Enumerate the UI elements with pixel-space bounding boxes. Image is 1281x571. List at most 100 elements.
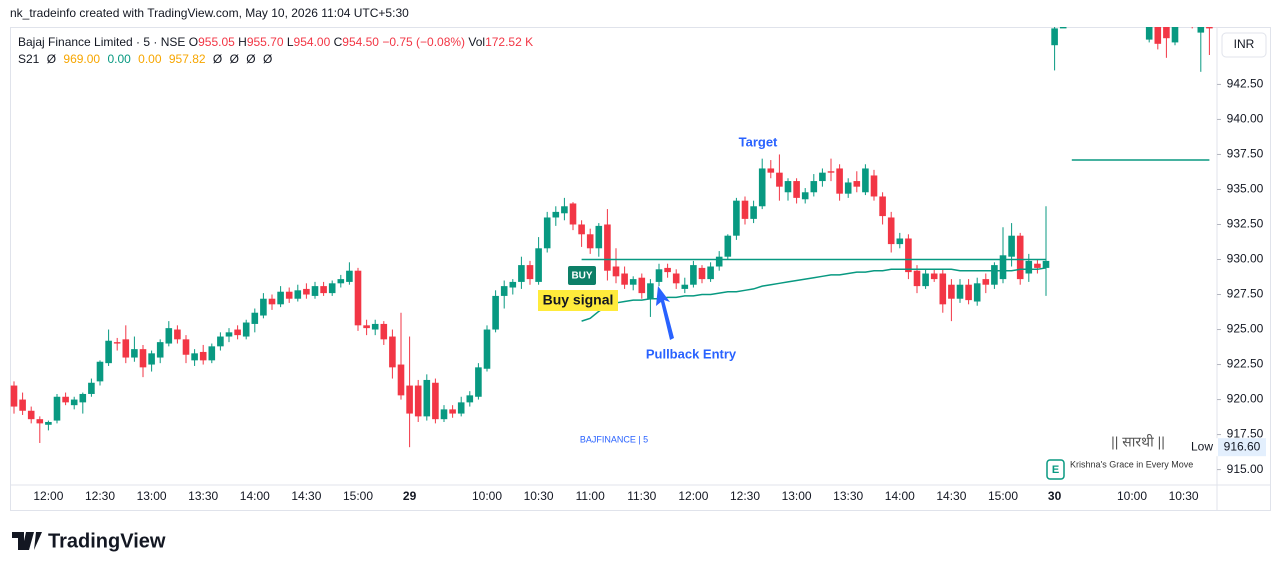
candle-body — [251, 312, 259, 324]
candle-body — [1154, 27, 1162, 44]
candle-body — [999, 255, 1007, 280]
candle-body — [1034, 263, 1041, 268]
y-tick-label: 930.00 — [1227, 252, 1264, 266]
candle-body — [1171, 27, 1179, 43]
y-tick-label: 937.50 — [1227, 147, 1264, 161]
x-tick-label: 13:30 — [188, 489, 218, 503]
pullback-arrow — [656, 286, 674, 340]
indicator-item: Ø — [212, 52, 223, 66]
watermark: BAJFINANCE | 5 — [580, 434, 648, 444]
candle-body — [819, 172, 826, 182]
candle-body — [191, 353, 198, 361]
candle-body — [1163, 27, 1170, 39]
ohlc-label: H — [238, 35, 247, 49]
candle-body — [930, 273, 938, 280]
candle-body — [741, 200, 749, 219]
candle-body — [328, 283, 336, 294]
candle-body — [414, 385, 422, 417]
candle-body — [672, 273, 680, 284]
candle-body — [277, 291, 284, 305]
buy-signal: Buy signal — [543, 292, 614, 308]
candle-body — [853, 181, 861, 187]
candle-body — [509, 281, 517, 288]
candle-body — [217, 336, 224, 347]
candle-body — [475, 367, 482, 397]
symbol: Bajaj Finance Limited · 5 · NSE — [18, 35, 186, 49]
candle-body — [664, 267, 671, 273]
candle-body — [1051, 28, 1058, 46]
candle-body — [199, 351, 207, 361]
candle-body — [612, 266, 620, 277]
x-tick-label: 13:30 — [833, 489, 863, 503]
tv-logo-mark — [12, 532, 42, 550]
candle-body — [1180, 13, 1187, 21]
candle-body — [1016, 235, 1024, 280]
candle-body — [311, 286, 319, 296]
candle-body — [423, 379, 431, 417]
candle-body — [535, 248, 542, 282]
candle-body — [88, 382, 95, 394]
candle-body — [1077, 0, 1084, 7]
candle-body — [225, 332, 233, 337]
volume-value: 172.52 K — [485, 35, 534, 49]
change: −0.75 (−0.08%) — [382, 35, 466, 49]
ohlc-value: 955.05 — [198, 35, 235, 49]
candle-body — [543, 217, 551, 249]
candle-body — [724, 235, 732, 257]
candle-body — [234, 329, 241, 336]
ohlc-label: O — [188, 35, 199, 49]
candle-body — [397, 364, 405, 396]
low-marker-text: Low — [1191, 439, 1213, 453]
indicator-item: 0.00 — [138, 52, 162, 66]
x-tick-label: 12:00 — [33, 489, 63, 503]
candle-body — [518, 265, 525, 282]
y-tick-label: 932.50 — [1227, 217, 1264, 231]
candle-body — [440, 409, 448, 420]
indicator-row: S21 Ø 969.00 0.00 0.00 957.82 Ø Ø Ø Ø — [18, 52, 272, 66]
candle-body — [655, 269, 663, 282]
candle-body — [1103, 0, 1110, 2]
x-tick-label: 15:00 — [988, 489, 1018, 503]
target-label: Target — [739, 134, 778, 149]
candle-body — [1069, 7, 1076, 14]
candle-body — [182, 339, 190, 355]
candle-body — [354, 270, 362, 326]
candle-body — [96, 361, 104, 382]
candle-body — [896, 238, 904, 245]
indicator-item: Ø — [46, 52, 57, 66]
y-tick-label: 922.50 — [1227, 357, 1264, 371]
x-tick-label: 29 — [403, 489, 417, 503]
candle-body — [449, 409, 456, 414]
candle-body — [1025, 260, 1033, 274]
candle-body — [1206, 27, 1213, 29]
y-tick-label: 942.50 — [1227, 77, 1264, 91]
candle-body — [500, 286, 508, 296]
candle-body — [1129, 10, 1136, 16]
x-tick-label: 12:00 — [678, 489, 708, 503]
candle-body — [62, 396, 69, 403]
motto-icon: E — [1052, 464, 1059, 476]
candle-body — [148, 353, 155, 365]
x-tick-label: 10:00 — [472, 489, 502, 503]
buy-label: BUY — [571, 271, 592, 282]
candle-body — [586, 234, 594, 249]
candle-body — [242, 322, 250, 337]
buy-box — [568, 266, 596, 285]
candle-body — [1059, 27, 1067, 29]
candle-body — [1112, 0, 1119, 5]
x-tick-label: 13:00 — [782, 489, 812, 503]
candle-body — [827, 171, 835, 173]
candle-body — [526, 265, 534, 280]
candle-body — [337, 279, 345, 284]
candle-body — [294, 290, 302, 299]
tv-logo: TradingView — [12, 530, 166, 552]
currency: INR — [1234, 37, 1255, 51]
pullback-label: Pullback Entry — [646, 346, 737, 361]
candle-body — [1189, 13, 1196, 21]
y-tick-label: 935.00 — [1227, 182, 1264, 196]
y-tick-label: 940.00 — [1227, 112, 1264, 126]
candle-body — [776, 172, 783, 187]
candle-body — [406, 385, 413, 414]
